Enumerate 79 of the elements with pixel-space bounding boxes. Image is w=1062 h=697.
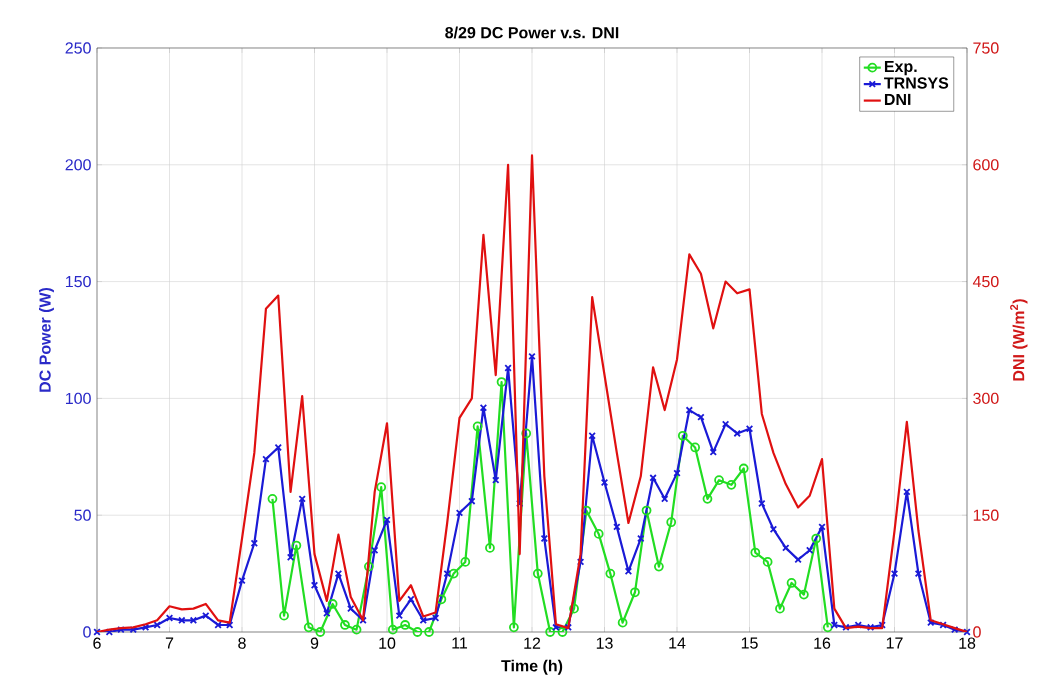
- point: [775, 603, 785, 614]
- y-tick-label: 100: [65, 392, 91, 405]
- y-tick-label: 250: [65, 42, 91, 54]
- point: [569, 603, 579, 614]
- x-tick-label: 14: [669, 637, 686, 649]
- point: [545, 627, 556, 637]
- point: [376, 482, 387, 493]
- point: [521, 428, 532, 439]
- point: [666, 517, 677, 528]
- point: [485, 543, 495, 553]
- point: [303, 622, 314, 633]
- legend-label: TRNSYS: [884, 77, 949, 89]
- point: [472, 421, 483, 432]
- x-tick-label: 15: [741, 637, 758, 649]
- x-tick-label: 12: [524, 637, 541, 649]
- point: [496, 377, 507, 387]
- point: [363, 561, 374, 572]
- point: [677, 430, 688, 441]
- y-tick-label: 150: [65, 275, 91, 288]
- point: [267, 493, 278, 504]
- y2-tick-label: 600: [973, 159, 999, 171]
- point: [291, 540, 302, 551]
- point: [340, 620, 350, 630]
- point: [593, 529, 604, 539]
- x-axis-title: Time (h): [501, 659, 563, 675]
- point: [448, 568, 459, 579]
- point: [799, 589, 809, 600]
- point: [424, 627, 434, 637]
- point: [508, 622, 519, 633]
- y2-tick-label: 750: [973, 42, 999, 54]
- point: [327, 599, 338, 609]
- x-tick-label: 11: [452, 637, 468, 649]
- point: [351, 624, 362, 635]
- point: [630, 587, 640, 598]
- point: [581, 505, 592, 516]
- y2-tick-label: 150: [973, 509, 999, 521]
- y2-tick-label: 0: [973, 626, 981, 638]
- y2-tick-label: 300: [973, 392, 999, 405]
- point: [617, 617, 628, 628]
- point: [738, 463, 749, 474]
- y2-axis-title: DNI (W/m$^{2}$): [1010, 299, 1028, 381]
- point: [279, 610, 289, 621]
- point: [532, 568, 543, 579]
- point: [811, 533, 822, 544]
- x-tick-label: 13: [596, 637, 613, 649]
- point: [641, 505, 652, 516]
- point: [654, 561, 664, 572]
- point: [387, 624, 398, 635]
- x-tick-label: 6: [93, 637, 101, 649]
- point: [714, 475, 724, 486]
- point: [605, 568, 616, 579]
- x-tick-label: 18: [959, 637, 976, 649]
- point: [315, 627, 326, 637]
- point: [750, 547, 761, 558]
- x-tick-label: 10: [379, 637, 396, 649]
- point: [726, 479, 737, 490]
- x-tick-label: 9: [310, 637, 319, 649]
- point: [762, 557, 773, 567]
- x-tick-label: 7: [165, 637, 174, 649]
- y-tick-label: 200: [65, 159, 91, 171]
- x-tick-label: 16: [814, 637, 831, 649]
- y-tick-label: 50: [74, 509, 91, 521]
- x-tick-label: 17: [886, 637, 903, 649]
- point: [460, 557, 471, 567]
- legend-label: DNI: [884, 93, 911, 105]
- y-axis-title: DC Power (W): [38, 287, 54, 392]
- y-tick-label: 0: [83, 626, 91, 638]
- point: [436, 594, 447, 605]
- chart-title: 8/29 DC Power v.s. DNI: [445, 26, 619, 39]
- point: [400, 620, 411, 630]
- legend-label: Exp.: [884, 60, 917, 76]
- point: [557, 627, 568, 637]
- point: [690, 442, 701, 453]
- point: [786, 578, 797, 588]
- point: [822, 622, 833, 633]
- x-tick-label: 8: [238, 637, 246, 649]
- point: [412, 627, 423, 637]
- point: [702, 493, 713, 504]
- y2-tick-label: 450: [972, 275, 999, 288]
